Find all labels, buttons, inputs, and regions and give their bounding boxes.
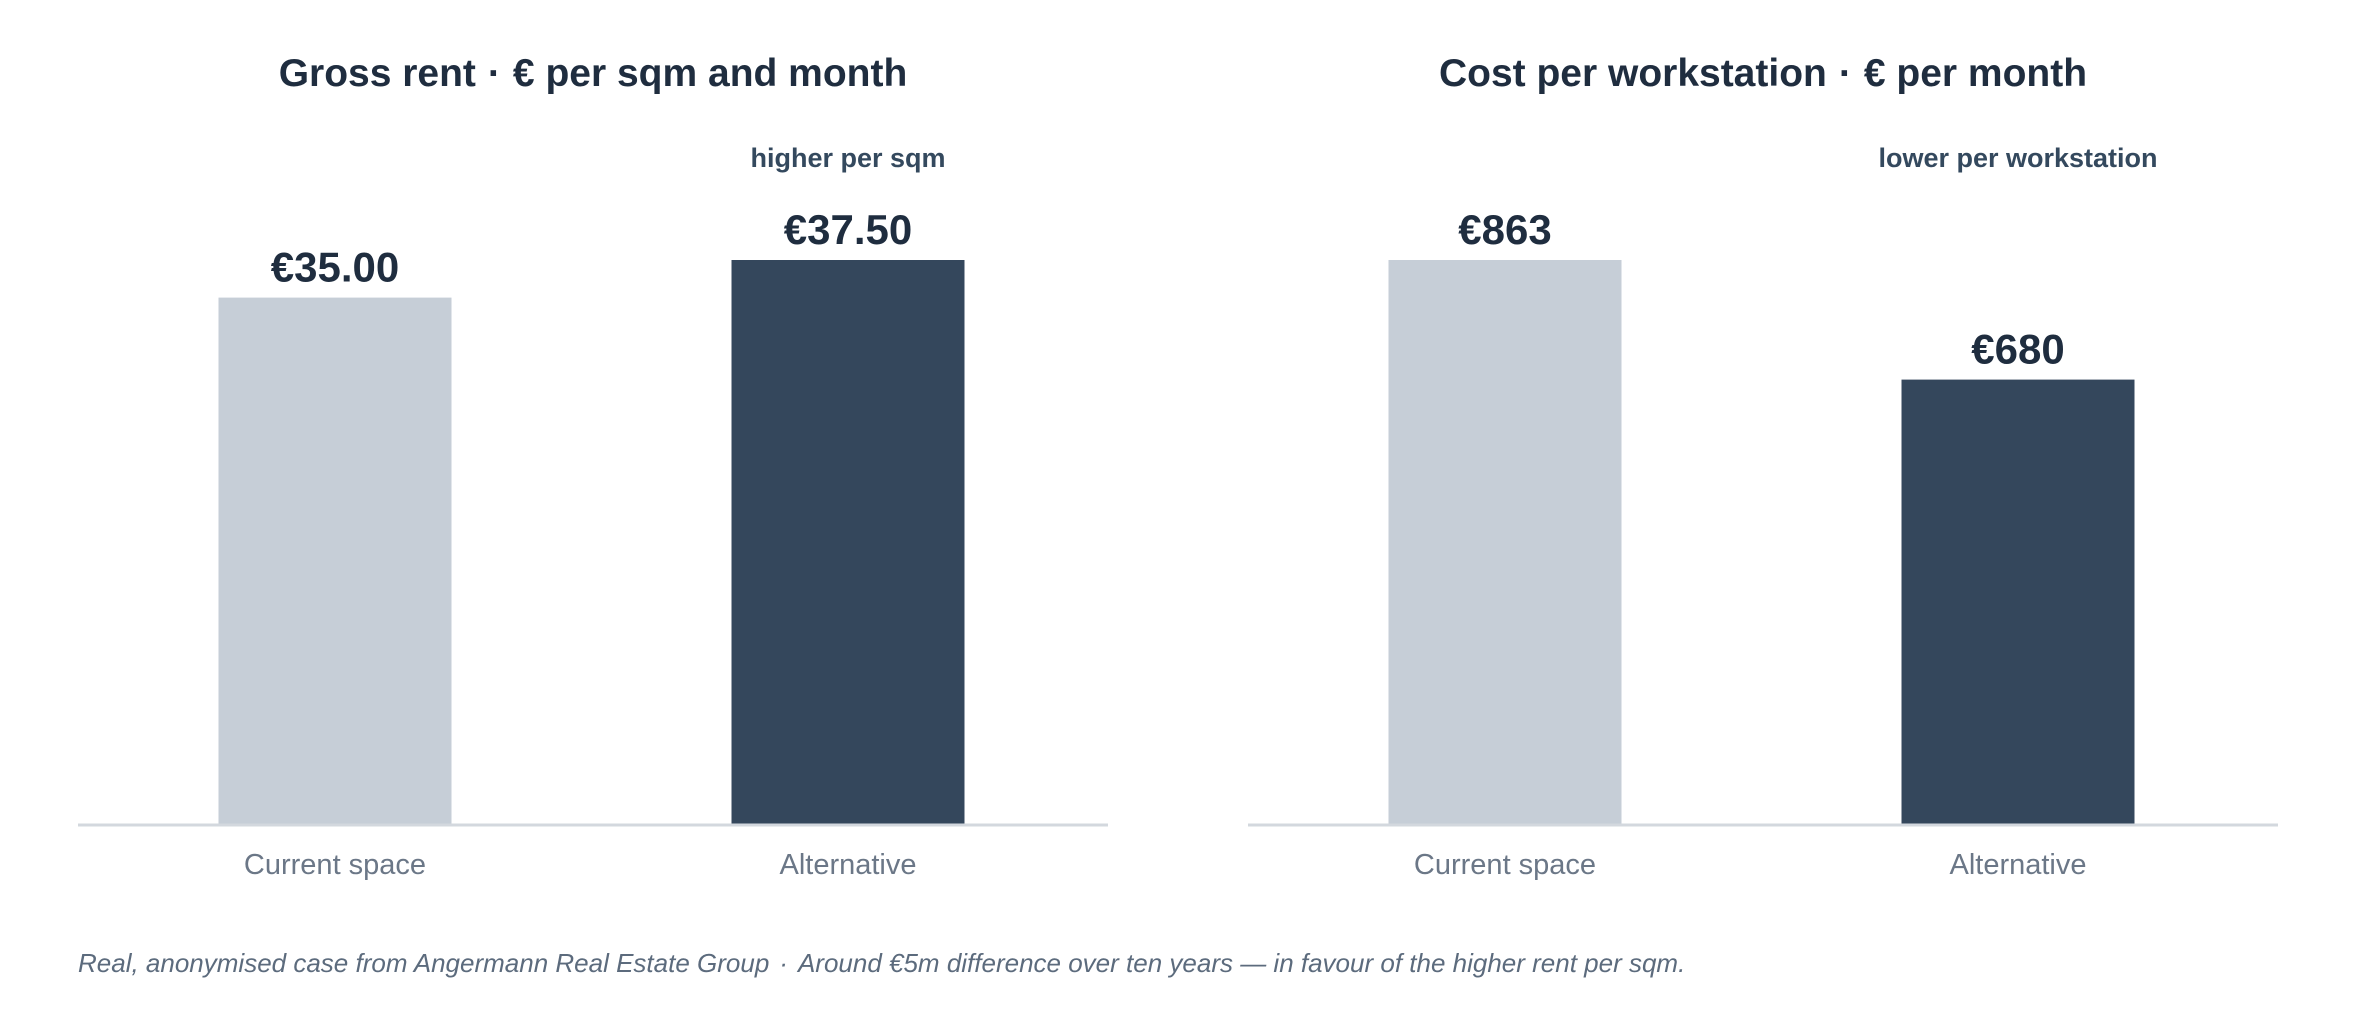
source-footnote: Real, anonymised case from Angermann Rea…: [78, 948, 2278, 979]
bar-alternative: [731, 260, 965, 824]
workstation-cost-chart: €863 Current space €680 lower per workstati…: [1248, 143, 2278, 881]
footnote-separator: ·: [779, 948, 788, 978]
value-label: €680: [1971, 326, 2064, 373]
footnote-source: Real, anonymised case from Angermann Rea…: [78, 948, 770, 978]
workstation-cost-title-main: Cost per workstation: [1438, 52, 1827, 95]
workstation-cost-title: Cost per workstation · € per month: [1248, 52, 2278, 96]
bar-annotation: higher per sqm: [750, 143, 945, 173]
category-label: Current space: [244, 849, 426, 881]
value-label: €863: [1458, 206, 1551, 253]
workstation-cost-panel: Cost per workstation · € per month €863 Cur…: [1248, 0, 2278, 900]
bar-current-space: [1388, 260, 1622, 824]
category-label: Alternative: [779, 849, 916, 881]
bar-alternative: [1901, 379, 2135, 824]
gross-rent-title-main: Gross rent: [278, 52, 476, 95]
category-label: Current space: [1414, 849, 1596, 881]
bar-annotation: lower per workstation: [1878, 143, 2157, 173]
footnote-summary: Around €5m difference over ten years — i…: [797, 948, 1686, 978]
gross-rent-chart: €35.00 Current space €37.50 higher per sqm A…: [78, 143, 1108, 881]
value-label: €37.50: [784, 206, 912, 253]
title-separator: ·: [1838, 52, 1852, 95]
gross-rent-panel: Gross rent · € per sqm and month €35.00 Cur…: [78, 0, 1108, 900]
title-separator: ·: [487, 52, 501, 95]
value-label: €35.00: [271, 244, 399, 291]
gross-rent-title: Gross rent · € per sqm and month: [78, 52, 1108, 96]
bar-current-space: [218, 297, 452, 825]
category-label: Alternative: [1949, 849, 2086, 881]
gross-rent-title-unit: € per sqm and month: [512, 52, 908, 95]
workstation-cost-title-unit: € per month: [1863, 52, 2088, 95]
